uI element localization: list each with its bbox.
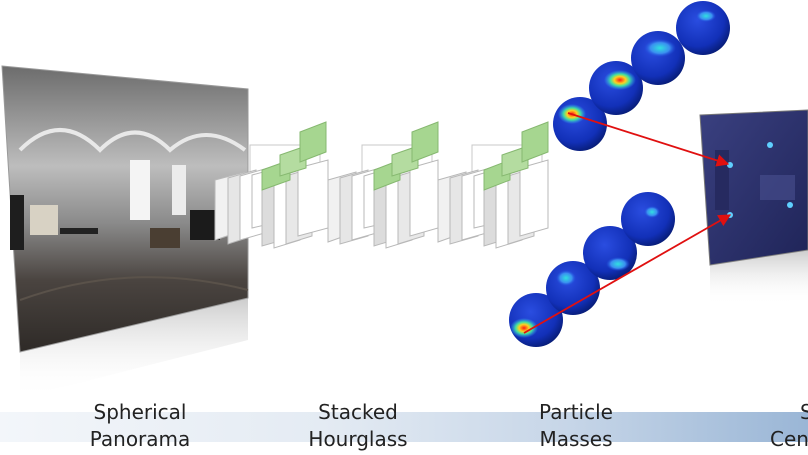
sphere-upper-3 xyxy=(631,31,685,85)
stage-label-line1: Spherical xyxy=(93,400,187,424)
target-view-image xyxy=(699,109,808,266)
panorama-reflection xyxy=(20,298,248,398)
stage-label-hourglass: Stacked Hourglass xyxy=(297,399,419,453)
panorama-image xyxy=(1,65,249,353)
stage-label-cutoff: S Cen xyxy=(770,399,808,453)
stage-label-bar xyxy=(0,412,808,442)
sphere-lower-3 xyxy=(583,226,637,280)
sphere-lower-2 xyxy=(546,261,600,315)
arrow-upper xyxy=(567,112,730,167)
stage-label-line1: Stacked xyxy=(318,400,398,424)
sphere-upper-4 xyxy=(676,1,730,55)
sphere-upper-2 xyxy=(589,61,643,115)
stage-label-particle: Particle Masses xyxy=(520,399,632,453)
stage-label-line1: Particle xyxy=(539,400,613,424)
sphere-lower-4 xyxy=(621,192,675,246)
stage-label-line2: Cen xyxy=(770,427,808,451)
sphere-lower-1 xyxy=(509,293,563,347)
stage-label-line2: Panorama xyxy=(89,427,191,451)
stage-label-line1: S xyxy=(800,400,808,424)
stage-label-line2: Masses xyxy=(539,427,613,451)
hourglass-module-1 xyxy=(214,121,329,249)
hourglass-module-3 xyxy=(437,121,549,249)
target-reflection xyxy=(710,250,808,305)
stage-label-panorama: Spherical Panorama xyxy=(80,399,200,453)
arrow-lower xyxy=(523,214,732,334)
hourglass-module-2 xyxy=(327,121,439,249)
stage-label-line2: Hourglass xyxy=(308,427,408,451)
